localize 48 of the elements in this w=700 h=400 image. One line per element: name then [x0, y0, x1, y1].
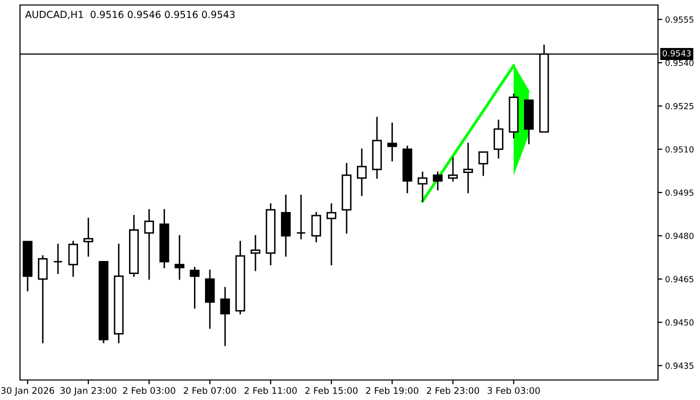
y-tick-label: 0.9495 — [665, 189, 694, 196]
candlestick — [205, 270, 215, 329]
candlestick — [280, 194, 291, 257]
candlestick — [114, 244, 124, 344]
candlestick — [387, 122, 398, 162]
candlestick — [463, 142, 473, 194]
text: AUDCAD,H1 0.9516 0.9546 0.9516 0.9543 — [25, 10, 235, 20]
x-tick-label: 3 Feb 03:00 — [488, 386, 540, 394]
y-tick-label: 0.9450 — [665, 319, 694, 326]
candlestick — [311, 212, 322, 242]
candlestick — [448, 157, 458, 182]
candlestick — [174, 235, 184, 280]
candlestick — [266, 203, 276, 266]
x-tick-label: 2 Feb 23:00 — [426, 386, 480, 394]
candlestick — [53, 244, 63, 274]
y-tick-label: 0.9525 — [665, 102, 694, 110]
candlestick — [129, 214, 139, 277]
candlestick — [38, 255, 48, 344]
y-tick-label: 0.9480 — [665, 232, 694, 240]
x-tick-label: 30 Jan 2026 — [1, 387, 54, 396]
candlestick — [144, 209, 154, 280]
candlestick — [326, 203, 336, 266]
x-tick-label: 2 Feb 19:00 — [366, 386, 418, 394]
candlestick — [159, 209, 170, 268]
candlestick — [508, 94, 519, 138]
x-tick-label: 2 Feb 11:00 — [244, 386, 297, 394]
x-tick-label: 30 Jan 23:00 — [60, 387, 116, 396]
candlestick — [83, 218, 94, 257]
candlestick — [220, 286, 230, 346]
x-tick-label: 2 Feb 15:00 — [305, 386, 358, 394]
candlestick — [235, 240, 246, 314]
y-tick-label: 0.9465 — [665, 276, 694, 282]
candlestick — [524, 99, 534, 144]
y-tick-label: 0.9435 — [665, 362, 694, 369]
candlestick — [432, 172, 443, 190]
candlestick — [356, 148, 367, 196]
candlestick — [478, 151, 488, 176]
candlestick — [190, 266, 200, 309]
y-tick-label: 0.9555 — [665, 16, 694, 23]
x-tick-label: 2 Feb 07:00 — [184, 386, 236, 394]
candlestick — [250, 235, 260, 272]
candlestick — [22, 240, 32, 292]
ref-line-label: 0.9543 — [662, 50, 691, 56]
x-tick-label: 2 Feb 03:00 — [123, 386, 176, 394]
y-tick-label: 0.9510 — [665, 146, 694, 153]
candlestick — [402, 146, 412, 194]
candlestick — [342, 162, 352, 234]
candlestick — [68, 240, 78, 277]
